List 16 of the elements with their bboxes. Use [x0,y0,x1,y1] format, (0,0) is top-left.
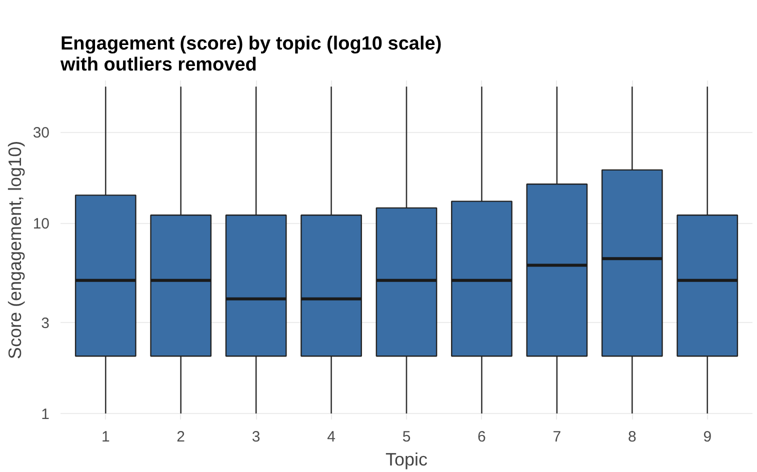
x-tick-label: 2 [176,428,186,446]
x-tick-label: 4 [327,428,336,446]
x-tick-label: 9 [703,428,712,446]
x-tick-label: 5 [402,428,411,446]
y-tick-label: 3 [41,315,50,332]
y-axis-title: Score (engagement, log10) [4,140,25,360]
chart-title: Engagement (score) by topic (log10 scale) with outliers removed [60,34,442,76]
x-tick-label: 7 [552,428,562,446]
x-tick-label: 6 [478,428,486,446]
x-tick-label: 1 [101,428,110,446]
y-tick-label: 10 [32,216,50,233]
y-tick-label: 30 [32,124,50,142]
x-tick-label: 3 [252,428,260,446]
y-tick-label: 1 [41,406,50,423]
x-axis-title: Topic [385,450,428,470]
x-tick-label: 8 [628,428,636,446]
